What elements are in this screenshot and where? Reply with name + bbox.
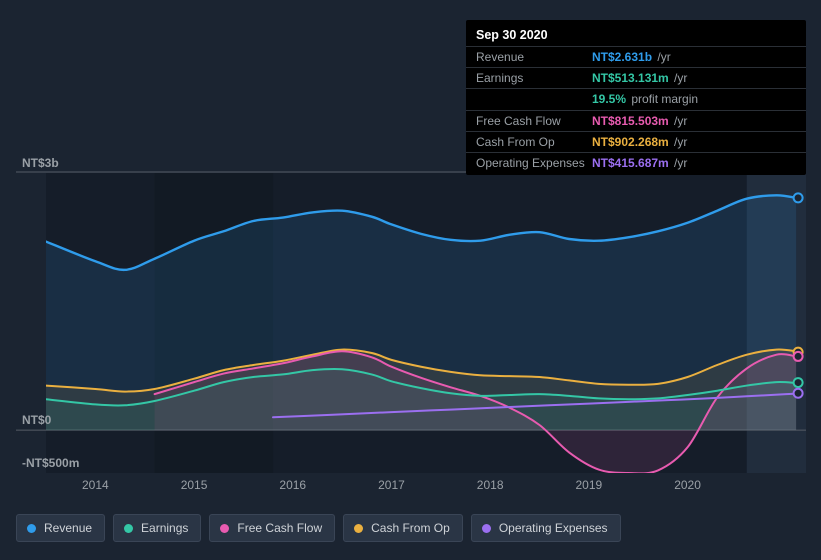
tooltip-row: EarningsNT$513.131m /yr <box>466 67 806 88</box>
x-axis-label: 2014 <box>82 478 109 490</box>
legend-item-operating-expenses[interactable]: Operating Expenses <box>471 514 621 542</box>
tooltip-suffix: /yr <box>654 50 671 64</box>
tooltip-date: Sep 30 2020 <box>466 26 806 46</box>
tooltip-suffix: /yr <box>671 135 688 149</box>
legend-item-cash-from-op[interactable]: Cash From Op <box>343 514 463 542</box>
tooltip-label: Free Cash Flow <box>476 113 592 129</box>
y-axis-label: -NT$500m <box>22 456 79 470</box>
tooltip-value: NT$513.131m <box>592 71 669 85</box>
legend-label: Operating Expenses <box>499 521 608 535</box>
legend-swatch <box>354 524 363 533</box>
x-axis-label: 2017 <box>378 478 405 490</box>
x-axis-label: 2019 <box>576 478 603 490</box>
tooltip-row: Cash From OpNT$902.268m /yr <box>466 131 806 152</box>
legend-swatch <box>124 524 133 533</box>
tooltip-suffix: /yr <box>671 156 688 170</box>
legend-label: Earnings <box>141 521 188 535</box>
tooltip-label: Revenue <box>476 49 592 65</box>
x-axis-label: 2016 <box>279 478 306 490</box>
y-axis-label: NT$0 <box>22 413 52 427</box>
tooltip-value: 19.5% <box>592 92 626 106</box>
tooltip-value: NT$2.631b <box>592 50 652 64</box>
tooltip-row: Operating ExpensesNT$415.687m /yr <box>466 152 806 173</box>
tooltip-suffix: /yr <box>671 114 688 128</box>
x-axis-label: 2015 <box>181 478 208 490</box>
tooltip-value: NT$415.687m <box>592 156 669 170</box>
legend-label: Cash From Op <box>371 521 450 535</box>
x-axis-label: 2020 <box>674 478 701 490</box>
y-axis-label: NT$3b <box>22 156 59 170</box>
financials-chart[interactable]: NT$3b NT$0 -NT$500m2014 2015 2016 2017 2018 201… <box>16 155 806 490</box>
tooltip-label: Operating Expenses <box>476 155 592 171</box>
tooltip-row: 19.5% profit margin <box>466 88 806 109</box>
tooltip-label <box>476 91 592 107</box>
chart-legend: Revenue Earnings Free Cash Flow Cash From O… <box>16 514 621 542</box>
tooltip-suffix: profit margin <box>628 92 698 106</box>
legend-swatch <box>27 524 36 533</box>
tooltip-value: NT$815.503m <box>592 114 669 128</box>
data-tooltip: Sep 30 2020 RevenueNT$2.631b /yrEarnings… <box>466 20 806 175</box>
tooltip-value: NT$902.268m <box>592 135 669 149</box>
legend-item-free-cash-flow[interactable]: Free Cash Flow <box>209 514 335 542</box>
legend-swatch <box>482 524 491 533</box>
legend-item-revenue[interactable]: Revenue <box>16 514 105 542</box>
legend-swatch <box>220 524 229 533</box>
chart-svg: NT$3b NT$0 -NT$500m2014 2015 2016 2017 2018 201… <box>16 155 806 490</box>
tooltip-row: RevenueNT$2.631b /yr <box>466 46 806 67</box>
tooltip-label: Cash From Op <box>476 134 592 150</box>
tooltip-row: Free Cash FlowNT$815.503m /yr <box>466 110 806 131</box>
tooltip-suffix: /yr <box>671 71 688 85</box>
legend-label: Free Cash Flow <box>237 521 322 535</box>
tooltip-label: Earnings <box>476 70 592 86</box>
x-axis-label: 2018 <box>477 478 504 490</box>
legend-item-earnings[interactable]: Earnings <box>113 514 201 542</box>
tooltip-rows: RevenueNT$2.631b /yrEarningsNT$513.131m … <box>466 46 806 173</box>
legend-label: Revenue <box>44 521 92 535</box>
